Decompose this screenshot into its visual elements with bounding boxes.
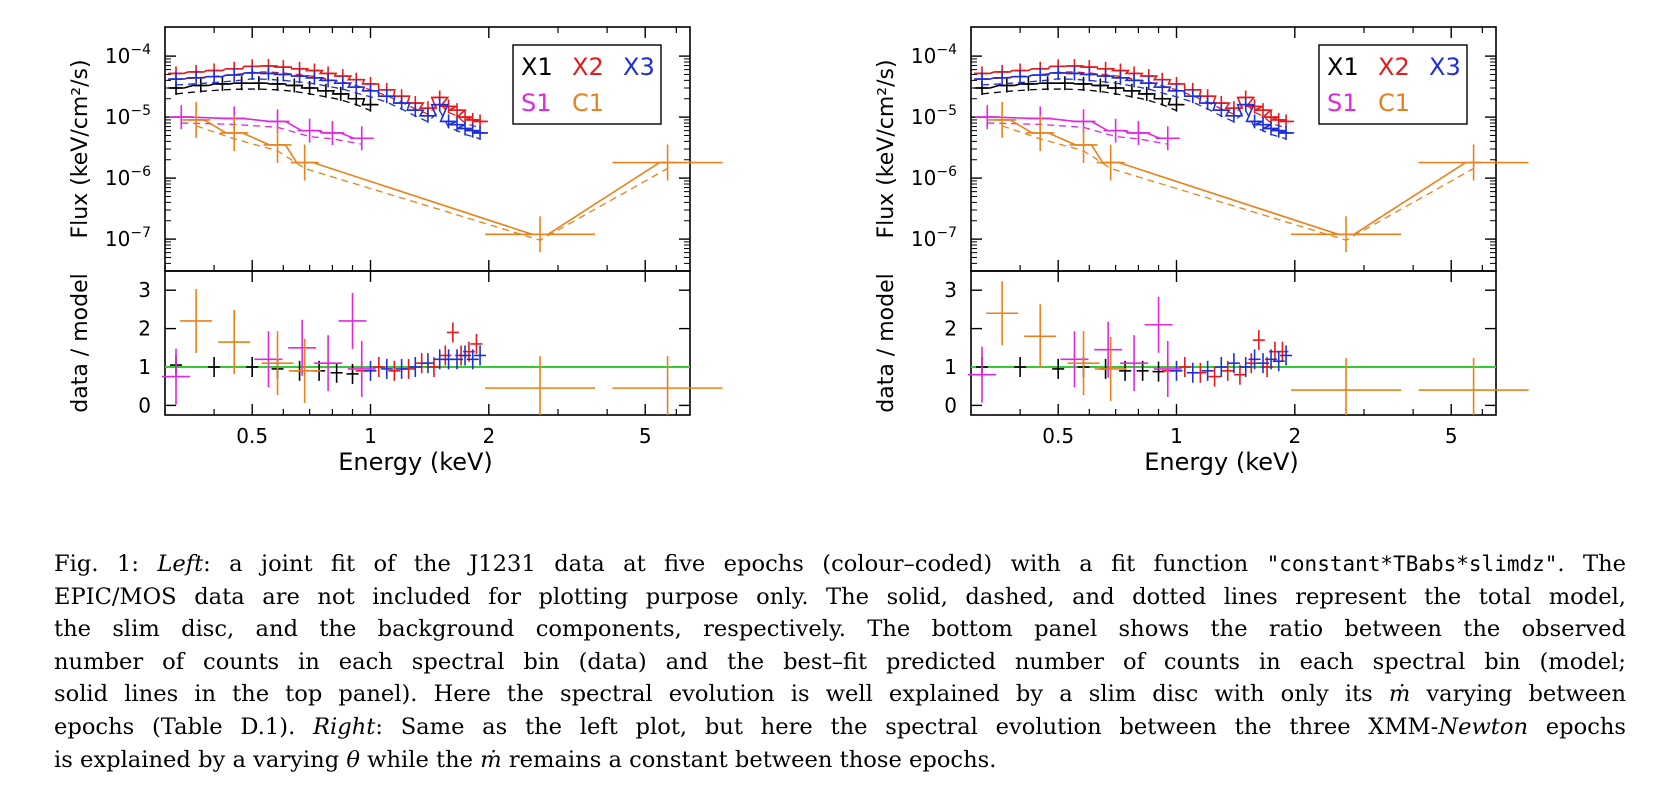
caption-line-4: number of counts in each spectral bin (d… [54, 648, 1626, 675]
right-chart: 0.5 1 2 5 Energy (keV) 10−4 10−5 10−6 10−7 Flux (… [874, 26, 1529, 476]
y-tick-label: 10−7 [911, 225, 957, 251]
x1-disc-line [981, 88, 1177, 112]
top-y-axis-label: Flux (keV/cm²/s) [874, 59, 899, 238]
y-tick-label: 1 [138, 355, 151, 379]
left-chart: 0.5 1 2 5 Energy (keV) 10−4 10−5 10−6 10−7 Flux (… [68, 26, 723, 476]
legend-label-x1: X1 [1327, 53, 1359, 81]
caption-line-2: EPIC/MOS data are not included for plott… [54, 583, 1626, 610]
bottom-y-axis-label: data / model [874, 273, 899, 412]
legend-box [512, 44, 662, 125]
c1-model-line [188, 119, 676, 236]
x-tick-label: 1 [1170, 424, 1183, 448]
x-tick-label: 0.5 [236, 424, 268, 448]
c1-disc-line [1001, 125, 1474, 241]
c1-disc-line [195, 125, 668, 241]
caption-line-1: Fig. 1: Left: a joint fit of the J1231 d… [54, 551, 1626, 577]
y-tick-label: 10−6 [911, 164, 957, 190]
y-tick-label: 10−6 [105, 164, 151, 190]
s1-disc-line [181, 122, 362, 145]
legend-label-x2: X2 [1378, 53, 1410, 81]
bottom-panel-frame [970, 270, 1497, 416]
figure-caption: Fig. 1: Left: a joint fit of the J1231 d… [54, 548, 1626, 776]
top-y-axis-label: Flux (keV/cm²/s) [68, 59, 93, 238]
y-tick-label: 10−5 [105, 103, 151, 129]
legend-box [1318, 44, 1468, 125]
bottom-panel-frame [164, 270, 691, 416]
y-tick-label: 10−7 [105, 225, 151, 251]
legend-label-x2: X2 [572, 53, 604, 81]
y-tick-label: 2 [138, 317, 151, 341]
caption-line-5: solid lines in the top panel). Here the … [54, 681, 1626, 708]
x1-model-line [168, 82, 379, 106]
figure-svg: 0.5 1 2 5 Energy (keV) 10−4 10−5 10−6 10−7 Flux (… [68, 26, 1529, 476]
y-tick-label: 3 [944, 278, 957, 302]
legend-label-x3: X3 [1429, 53, 1461, 81]
bottom-y-axis-label: data / model [68, 273, 93, 412]
caption-line-6: epochs (Table D.1). Right: Same as the l… [54, 713, 1627, 740]
legend-label-x1: X1 [521, 53, 553, 81]
x-axis-label: Energy (keV) [1144, 448, 1299, 476]
legend-label-s1: S1 [1327, 89, 1358, 117]
x-tick-label: 1 [364, 424, 377, 448]
x-axis-label: Energy (keV) [338, 448, 493, 476]
x-tick-label: 2 [482, 424, 495, 448]
x1-disc-line [175, 88, 371, 112]
legend-label-c1: C1 [572, 89, 604, 117]
figure: 0.5 1 2 5 Energy (keV) 10−4 10−5 10−6 10−7 Flux (… [68, 26, 1529, 476]
c1-model-line [994, 119, 1482, 236]
y-tick-label: 0 [944, 393, 957, 417]
x-tick-label: 5 [639, 424, 652, 448]
y-tick-label: 3 [138, 278, 151, 302]
caption-line-7: is explained by a varying θ while the ṁ … [54, 746, 997, 773]
x-tick-label: 5 [1445, 424, 1458, 448]
x-tick-label: 2 [1288, 424, 1301, 448]
y-tick-label: 10−4 [105, 42, 151, 68]
y-tick-label: 1 [944, 355, 957, 379]
legend-label-s1: S1 [521, 89, 552, 117]
legend-label-x3: X3 [623, 53, 655, 81]
s1-disc-line [987, 122, 1168, 145]
x1-model-line [974, 82, 1185, 106]
y-tick-label: 2 [944, 317, 957, 341]
s1-model-line [173, 116, 370, 140]
y-tick-label: 10−4 [911, 42, 957, 68]
y-tick-label: 10−5 [911, 103, 957, 129]
caption-line-3: the slim disc, and the background compon… [54, 616, 1626, 643]
legend-label-c1: C1 [1378, 89, 1410, 117]
s1-model-line [979, 116, 1176, 140]
y-tick-label: 0 [138, 393, 151, 417]
x-tick-label: 0.5 [1042, 424, 1074, 448]
